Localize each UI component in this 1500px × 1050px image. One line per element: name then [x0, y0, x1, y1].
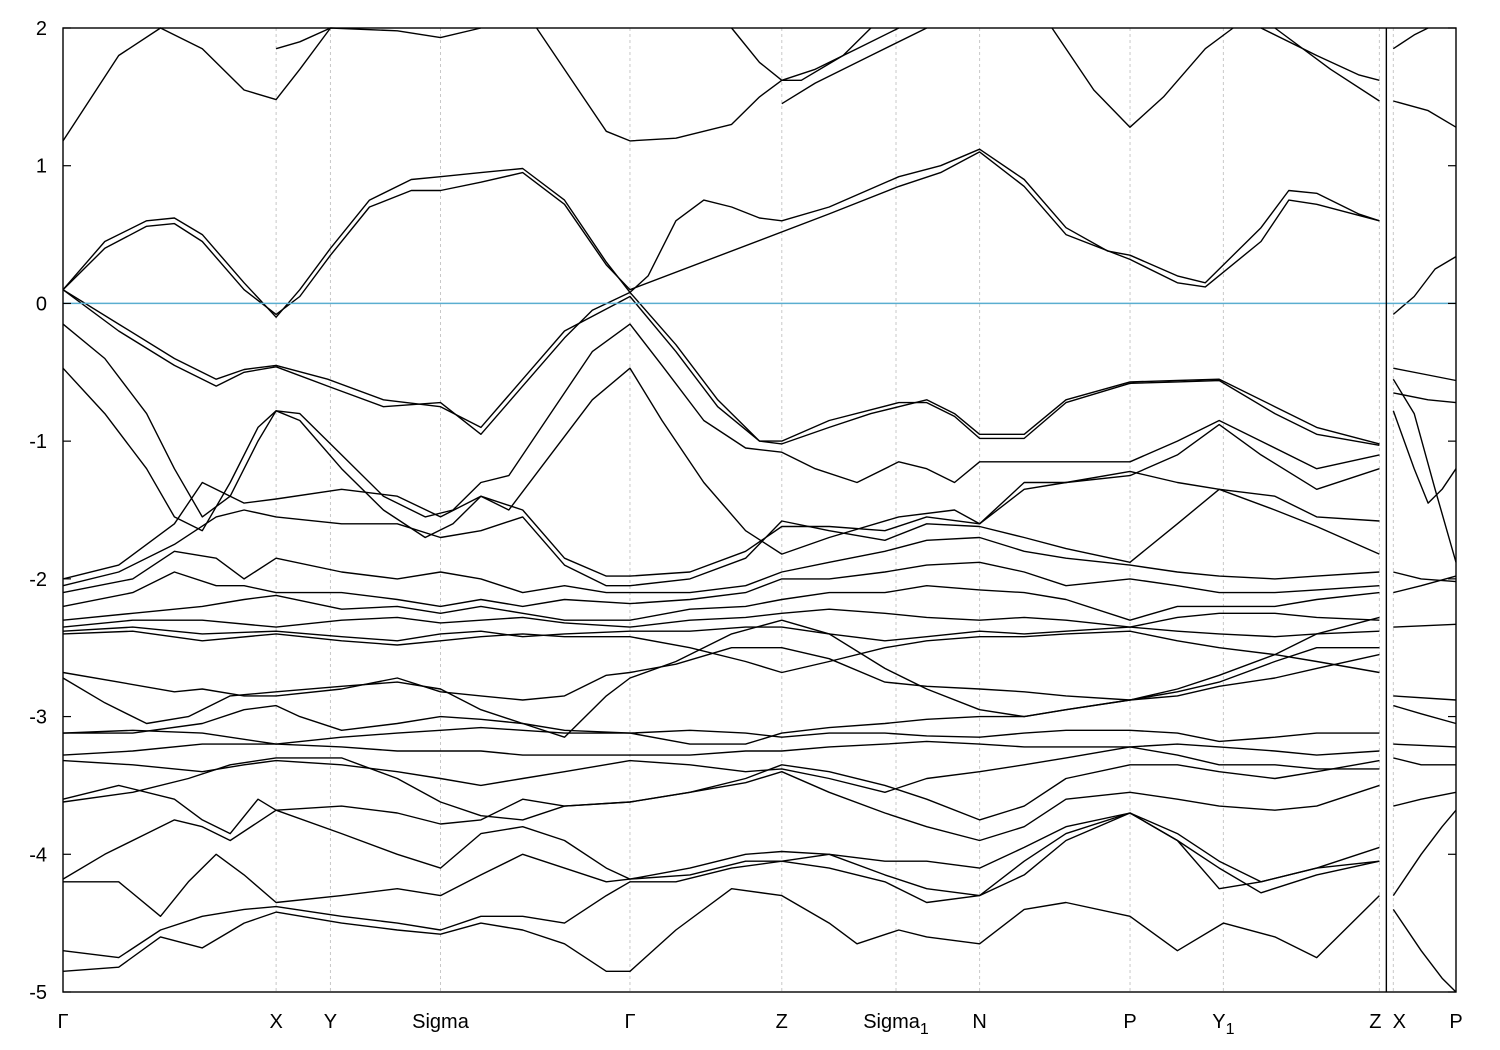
band-44	[1393, 695, 1457, 701]
band-27	[63, 653, 1380, 745]
x-tick-label-10: Z	[1369, 1011, 1381, 1033]
x-tick-label-9: Y1	[1212, 1011, 1234, 1038]
band-4	[781, 27, 928, 105]
band-2	[536, 27, 900, 142]
band-41	[1393, 575, 1457, 594]
band-14	[62, 289, 1380, 446]
band-35	[62, 812, 1380, 959]
band-9	[1392, 27, 1429, 50]
band-16	[62, 367, 1380, 555]
band-5	[1051, 27, 1234, 128]
band-10	[62, 148, 1380, 318]
band-37	[1393, 367, 1457, 382]
x-tick-label-6: Sigma1	[863, 1011, 929, 1038]
band-18	[62, 488, 1380, 587]
y-tick-label-6: -4	[29, 844, 47, 866]
y-tick-label-2: 0	[36, 293, 47, 315]
band-39	[1392, 410, 1457, 504]
y-tick-label-1: 1	[36, 156, 47, 178]
tick-labels: 210-1-2-3-4-5Γ X Y Sigma Γ Z Sigma1 N P Y1 Z X P	[29, 18, 1462, 1038]
band-26	[62, 616, 1380, 738]
band-6	[1260, 27, 1380, 81]
y-tick-label-5: -3	[29, 707, 47, 729]
band-8	[1393, 100, 1457, 128]
band-40	[1392, 378, 1457, 563]
band-43	[1393, 623, 1457, 628]
x-tick-label-5: Z	[776, 1011, 788, 1033]
x-tick-label-11: X	[1393, 1011, 1406, 1033]
band-1	[275, 27, 482, 50]
band-34	[63, 812, 1380, 917]
band-17	[62, 470, 1380, 580]
x-tick-label-12: P	[1449, 1011, 1462, 1033]
plot-border	[62, 27, 1457, 993]
band-24	[62, 630, 1380, 674]
y-tick-label-4: -2	[29, 569, 47, 591]
band-curves	[62, 27, 1457, 993]
band-15	[62, 323, 1380, 518]
band-38	[1393, 392, 1457, 404]
band-7	[1274, 27, 1380, 102]
band-46	[1393, 743, 1457, 748]
band-28	[62, 726, 1380, 745]
band-13	[62, 289, 1380, 445]
band-3	[731, 27, 872, 81]
band-29	[62, 740, 1380, 756]
band-50	[1392, 909, 1457, 993]
band-47	[1393, 757, 1456, 766]
x-tick-label-2: Y	[324, 1011, 337, 1033]
band-11	[62, 151, 1380, 316]
plot-frame	[62, 27, 1457, 993]
band-12	[1392, 255, 1457, 315]
y-tick-label-3: -1	[29, 431, 47, 453]
band-30	[62, 746, 1380, 793]
band-48	[1393, 791, 1457, 807]
x-tick-label-1: X	[269, 1011, 282, 1033]
band-31	[62, 757, 1380, 821]
band-25	[62, 647, 1380, 701]
x-tick-label-7: N	[972, 1011, 986, 1033]
band-36	[62, 888, 1380, 972]
x-tick-label-4: Γ	[624, 1011, 635, 1033]
y-tick-label-7: -5	[29, 982, 47, 1004]
band-33	[62, 809, 1380, 883]
x-tick-label-8: P	[1123, 1011, 1136, 1033]
x-tick-label-0: Γ	[57, 1011, 68, 1033]
band-23	[62, 626, 1380, 642]
band-19	[62, 536, 1380, 594]
band-20	[62, 561, 1380, 608]
band-22	[62, 608, 1380, 628]
band-0	[62, 27, 332, 142]
band-42	[1393, 571, 1457, 583]
band-49	[1392, 809, 1457, 896]
band-32	[62, 771, 1380, 842]
grid-lines	[275, 28, 1394, 992]
x-tick-label-3: Sigma	[412, 1011, 470, 1033]
band-21	[62, 585, 1380, 621]
band-45	[1393, 704, 1457, 725]
y-tick-label-0: 2	[36, 18, 47, 40]
